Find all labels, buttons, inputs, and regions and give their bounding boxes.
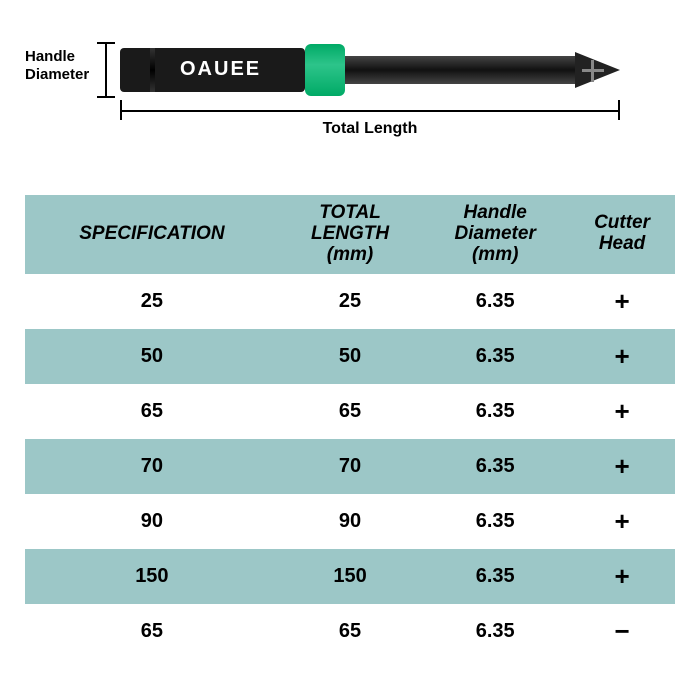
cell-diameter: 6.35 <box>421 384 569 439</box>
table-row: 25256.35+ <box>25 274 675 329</box>
cell-diameter: 6.35 <box>421 274 569 329</box>
cell-spec: 90 <box>25 494 279 549</box>
total-length-label: Total Length <box>120 120 620 138</box>
cell-head: + <box>569 549 675 604</box>
cell-head: + <box>569 494 675 549</box>
cell-length: 150 <box>279 549 422 604</box>
brand-text: OAUEE <box>180 58 261 81</box>
cell-spec: 65 <box>25 384 279 439</box>
col-cutter-head: Cutter Head <box>569 195 675 274</box>
cell-head: + <box>569 384 675 439</box>
cell-spec: 50 <box>25 329 279 384</box>
cell-head: + <box>569 329 675 384</box>
spec-table: SPECIFICATION TOTAL LENGTH (mm) Handle D… <box>25 195 675 659</box>
handle-label-line1: Handle <box>25 48 89 66</box>
cell-diameter: 6.35 <box>421 494 569 549</box>
table-row: 90906.35+ <box>25 494 675 549</box>
table-row: 70706.35+ <box>25 439 675 494</box>
cell-diameter: 6.35 <box>421 329 569 384</box>
handle-diameter-label: Handle Diameter <box>25 48 89 84</box>
table-row: 1501506.35+ <box>25 549 675 604</box>
cell-head: + <box>569 274 675 329</box>
table-row: 65656.35− <box>25 604 675 659</box>
cell-spec: 65 <box>25 604 279 659</box>
cell-diameter: 6.35 <box>421 439 569 494</box>
handle-bracket <box>97 42 115 98</box>
phillips-tip-icon <box>582 60 604 82</box>
cell-head: − <box>569 604 675 659</box>
bit-diagram: Handle Diameter OAUEE Total Length <box>25 20 675 180</box>
screwdriver-bit: OAUEE <box>120 42 620 98</box>
cell-length: 65 <box>279 384 422 439</box>
shaft <box>345 56 575 84</box>
cell-diameter: 6.35 <box>421 549 569 604</box>
color-collar <box>305 44 345 96</box>
cell-spec: 150 <box>25 549 279 604</box>
cell-head: + <box>569 439 675 494</box>
table-row: 50506.35+ <box>25 329 675 384</box>
cell-length: 25 <box>279 274 422 329</box>
handle-label-line2: Diameter <box>25 66 89 84</box>
cell-diameter: 6.35 <box>421 604 569 659</box>
col-handle-diameter: Handle Diameter (mm) <box>421 195 569 274</box>
cell-spec: 25 <box>25 274 279 329</box>
cell-spec: 70 <box>25 439 279 494</box>
cell-length: 50 <box>279 329 422 384</box>
col-total-length: TOTAL LENGTH (mm) <box>279 195 422 274</box>
cell-length: 65 <box>279 604 422 659</box>
table-row: 65656.35+ <box>25 384 675 439</box>
table-body: 25256.35+50506.35+65656.35+70706.35+9090… <box>25 274 675 659</box>
table-header-row: SPECIFICATION TOTAL LENGTH (mm) Handle D… <box>25 195 675 274</box>
hex-shank: OAUEE <box>120 48 305 92</box>
cell-length: 90 <box>279 494 422 549</box>
col-specification: SPECIFICATION <box>25 195 279 274</box>
cell-length: 70 <box>279 439 422 494</box>
